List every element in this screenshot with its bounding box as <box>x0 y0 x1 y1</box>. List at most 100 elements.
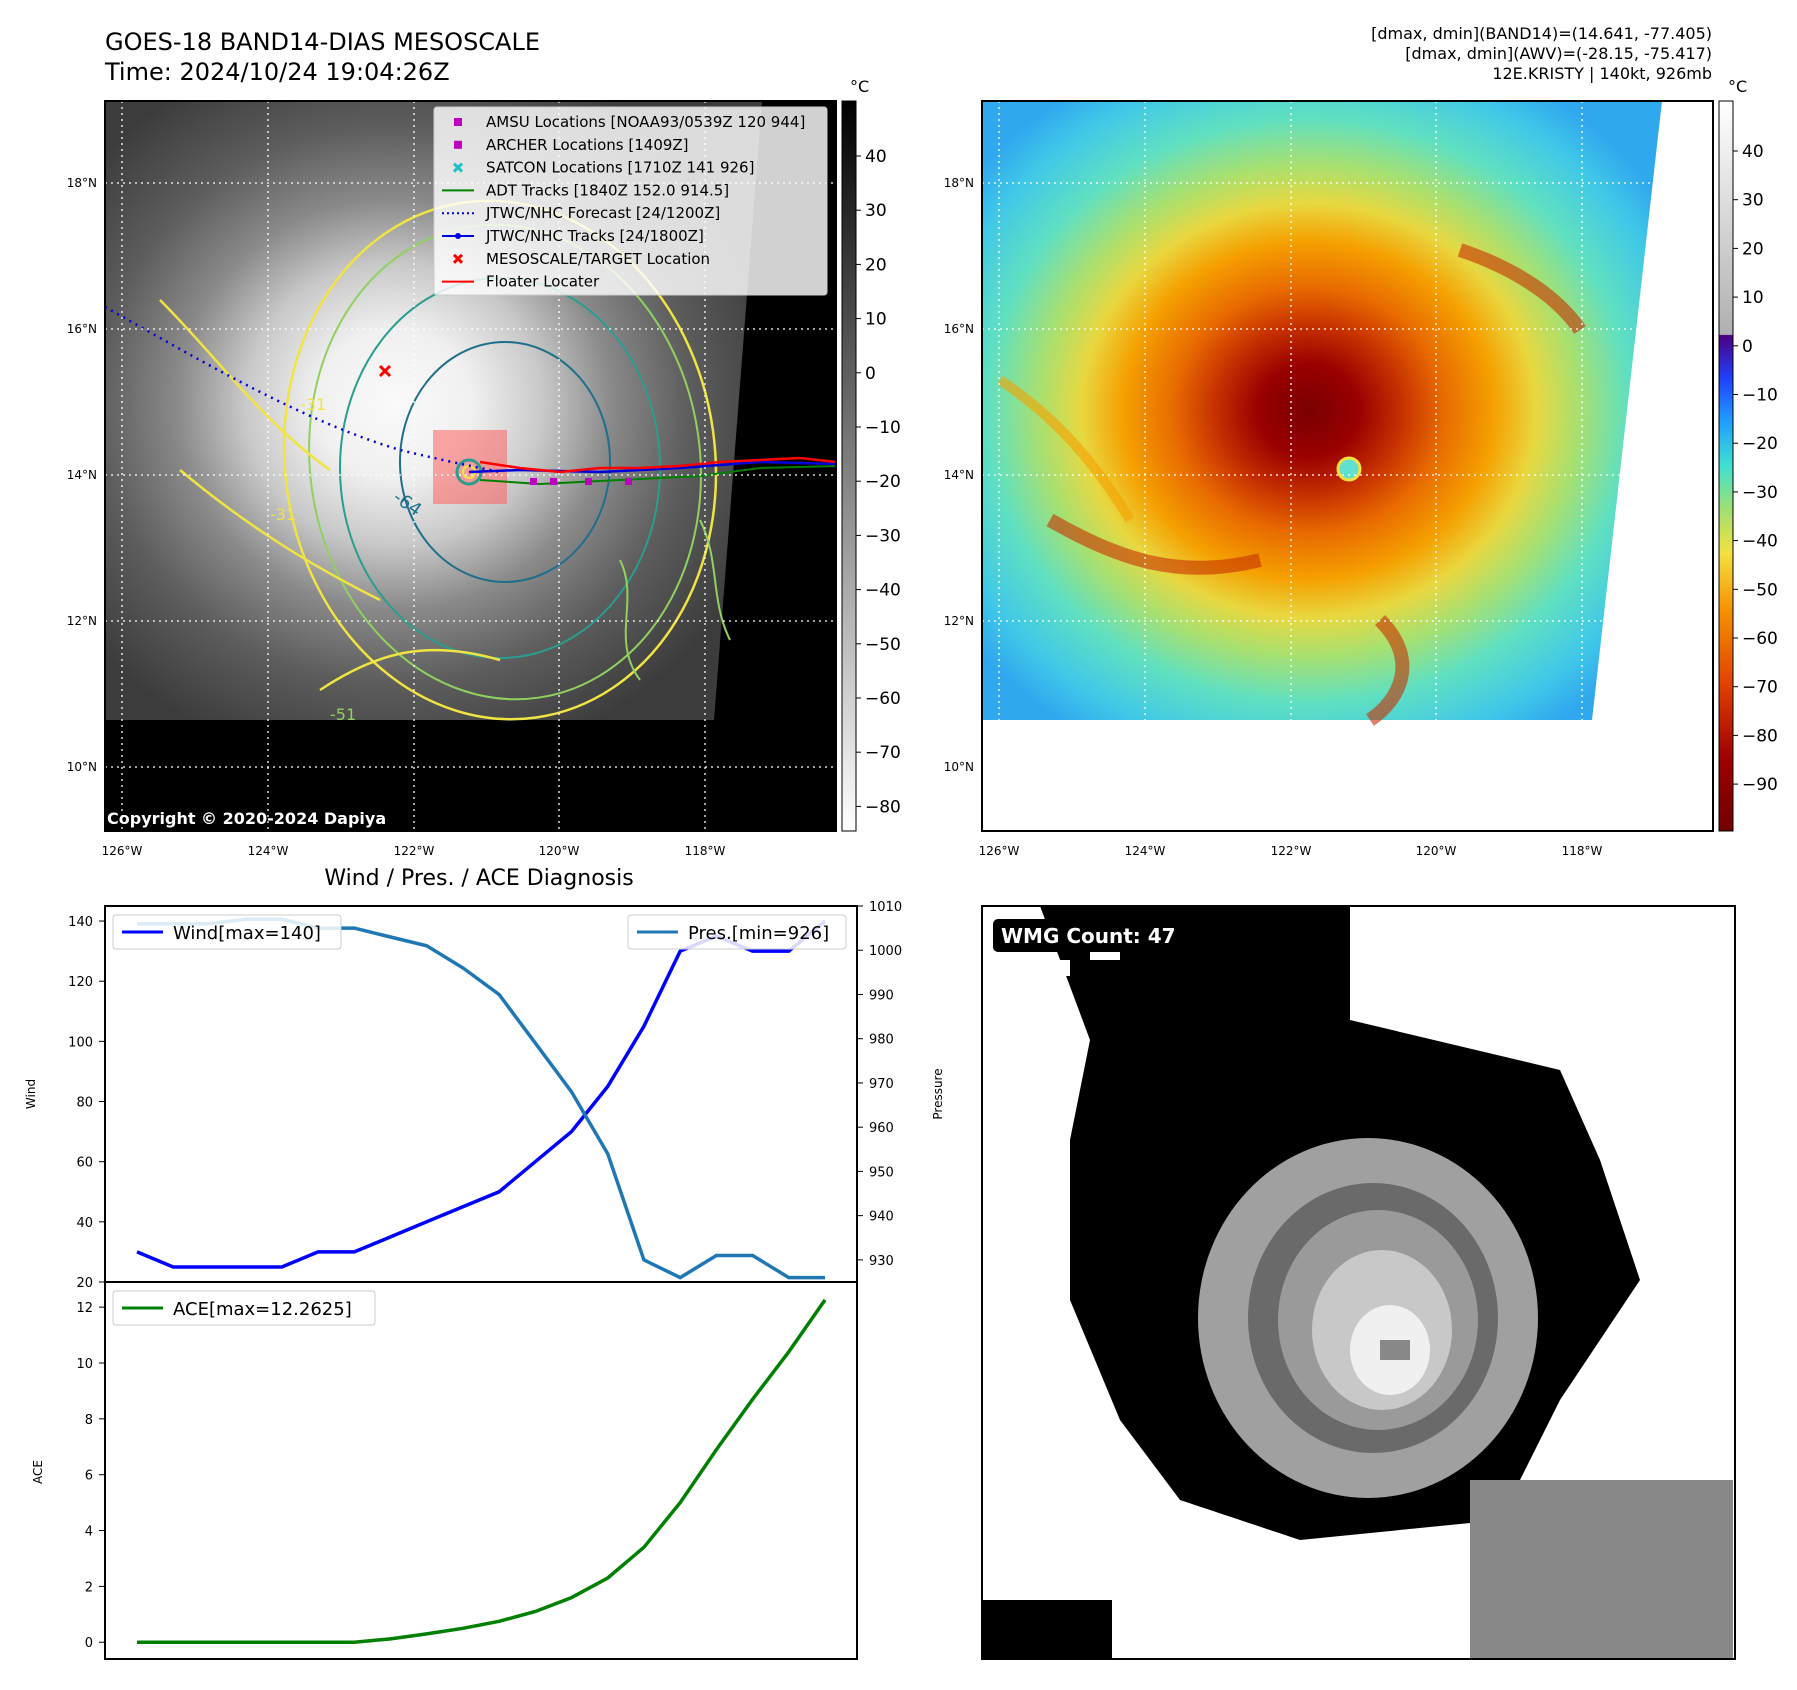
map1-lon-label: 126°W <box>102 844 143 858</box>
colorbar-tick-label: 0 <box>865 364 876 384</box>
info-band14: [dmax, dmin](BAND14)=(14.641, -77.405) <box>1371 24 1712 43</box>
y-tick-label: 2 <box>85 1580 93 1595</box>
map2-lat-label: 12°N <box>944 614 974 628</box>
y-tick-label: 10 <box>76 1357 93 1372</box>
map2-axis-labels: 18°N 16°N 14°N 12°N 10°N 126°W 124°W 122°W 120°W… <box>944 176 1603 858</box>
colorbar-tick-label: −20 <box>1742 434 1778 454</box>
legend-item-label: JTWC/NHC Forecast [24/1200Z] <box>485 204 720 222</box>
map1-lat-label: 18°N <box>67 176 97 190</box>
legend-item-label: JTWC/NHC Tracks [24/1800Z] <box>485 227 704 245</box>
colorbar-tick-label: −30 <box>865 526 901 546</box>
map1-lon-label: 118°W <box>685 844 726 858</box>
colorbar-tick-label: 30 <box>865 201 887 221</box>
pres-legend: Pres.[min=926] <box>627 914 847 950</box>
colorbar-tick-label: 30 <box>1742 191 1764 211</box>
jtwc-track <box>468 460 836 474</box>
legend-marker <box>455 233 461 239</box>
wind-axis-label: Wind <box>24 1079 38 1109</box>
y2-tick-label: 970 <box>869 1077 894 1092</box>
y2-tick-label: 930 <box>869 1254 894 1269</box>
legend-marker <box>454 140 462 149</box>
ace-axis-label: ACE <box>31 1460 45 1484</box>
colorbar-tick-label: −10 <box>865 418 901 438</box>
colorbar-tick-label: 40 <box>1742 142 1764 162</box>
ace-legend: ACE[max=12.2625] <box>112 1290 376 1326</box>
map1-lat-label: 10°N <box>67 760 97 774</box>
wind-pres-chart: Wind Pressure 20 40 60 80 100 120 140 930 940 95… <box>24 900 945 1291</box>
wmg-panel: WMG Count: 47 <box>981 905 1736 1660</box>
contour-label-2: -31 <box>300 395 326 414</box>
series-line <box>137 1298 827 1644</box>
colorbar-tick-label: −60 <box>1742 629 1778 649</box>
colorbar-tick-label: −70 <box>865 743 901 763</box>
colorbar-tick-label: −80 <box>1742 726 1778 746</box>
map1-lon-label: 124°W <box>248 844 289 858</box>
y-tick-label: 140 <box>68 915 93 930</box>
pressure-axis-label: Pressure <box>931 1068 945 1119</box>
legend-marker <box>454 118 462 126</box>
legend-item-label: Floater Locater <box>486 273 600 291</box>
map1-lat-label: 16°N <box>67 322 97 336</box>
pres-legend-label: Pres.[min=926] <box>688 923 829 944</box>
diag-title: Wind / Pres. / ACE Diagnosis <box>324 866 633 891</box>
legend-item-label: AMSU Locations [NOAA93/0539Z 120 944] <box>486 113 805 131</box>
legend-item-label: SATCON Locations [1710Z 141 926] <box>486 159 754 177</box>
map1-axis-labels: 18°N 16°N 14°N 12°N 10°N 126°W 124°W 122°W 120°W… <box>67 176 726 858</box>
colorbar-tick-label: −30 <box>1742 483 1778 503</box>
colorbar-tick-label: −40 <box>865 581 901 601</box>
map2-lat-label: 16°N <box>944 322 974 336</box>
color-colorbar: °C 40 30 20 10 0 −10 −20 −30 −40 −50 −60 −70 −80 −90 <box>1718 77 1778 832</box>
y-tick-label: 4 <box>85 1525 93 1540</box>
map-grayscale: -64 -31 -31 -51 AMSU Locations [NOAA93/0… <box>67 100 837 858</box>
y-tick-label: 6 <box>85 1469 93 1484</box>
map2-lat-label: 14°N <box>944 468 974 482</box>
legend-marker <box>452 162 464 173</box>
copyright: Copyright © 2020-2024 Dapiya <box>107 809 386 828</box>
y-tick-label: 40 <box>76 1216 93 1231</box>
y2-tick-label: 1010 <box>869 900 902 915</box>
map2-lat-label: 10°N <box>944 760 974 774</box>
colorbar-tick-label: 0 <box>1742 337 1753 357</box>
colorbar-tick-label: 10 <box>865 310 887 330</box>
gray-colorbar-unit: °C <box>850 77 869 96</box>
y2-tick-label: 990 <box>869 988 894 1003</box>
map2-lat-label: 18°N <box>944 176 974 190</box>
map2-lon-label: 118°W <box>1562 844 1603 858</box>
wind-legend: Wind[max=140] <box>112 914 342 950</box>
storm-eye-color <box>1336 456 1362 482</box>
colorbar-tick-label: −60 <box>865 689 901 709</box>
wind-legend-label: Wind[max=140] <box>173 923 321 944</box>
colorbar-tick-label: 10 <box>1742 288 1764 308</box>
floater-track <box>479 456 836 474</box>
colorbar-tick-label: 40 <box>865 147 887 167</box>
y2-tick-label: 940 <box>869 1210 894 1225</box>
colorbar-tick-label: −50 <box>1742 580 1778 600</box>
contour-label-3: -31 <box>270 505 296 524</box>
y-tick-label: 20 <box>76 1276 93 1291</box>
ace-legend-label: ACE[max=12.2625] <box>173 1299 352 1320</box>
ir-image-color <box>982 101 1662 720</box>
info-storm: 12E.KRISTY | 140kt, 926mb <box>1492 64 1712 83</box>
colorbar-tick-label: 20 <box>1742 239 1764 259</box>
colorbar-tick-label: −70 <box>1742 678 1778 698</box>
wmg-count-label: WMG Count: 47 <box>1001 924 1176 948</box>
figure-title: GOES-18 BAND14-DIAS MESOSCALE <box>105 28 540 56</box>
target-marker <box>378 364 392 378</box>
color-colorbar-unit: °C <box>1728 77 1747 96</box>
colorbar-tick-label: −20 <box>865 472 901 492</box>
map-legend: AMSU Locations [NOAA93/0539Z 120 944] ARC… <box>433 106 828 296</box>
wmg-count-badge: WMG Count: 47 <box>993 919 1187 952</box>
legend-item-label: ADT Tracks [1840Z 152.0 914.5] <box>486 181 729 199</box>
ace-chart: ACE 0 2 4 6 8 10 12 ACE[max=12.2625] <box>31 1281 858 1660</box>
colorbar-tick-label: −90 <box>1742 775 1778 795</box>
legend-marker <box>452 253 464 264</box>
map-color: 18°N 16°N 14°N 12°N 10°N 126°W 124°W 122°W 120°W… <box>944 100 1714 858</box>
map2-lon-label: 126°W <box>979 844 1020 858</box>
info-awv: [dmax, dmin](AWV)=(-28.15, -75.417) <box>1405 44 1712 63</box>
map1-lon-label: 120°W <box>539 844 580 858</box>
y-tick-label: 0 <box>85 1636 93 1651</box>
y2-tick-label: 980 <box>869 1033 894 1048</box>
map1-lon-label: 122°W <box>394 844 435 858</box>
map2-grid <box>982 101 1713 831</box>
